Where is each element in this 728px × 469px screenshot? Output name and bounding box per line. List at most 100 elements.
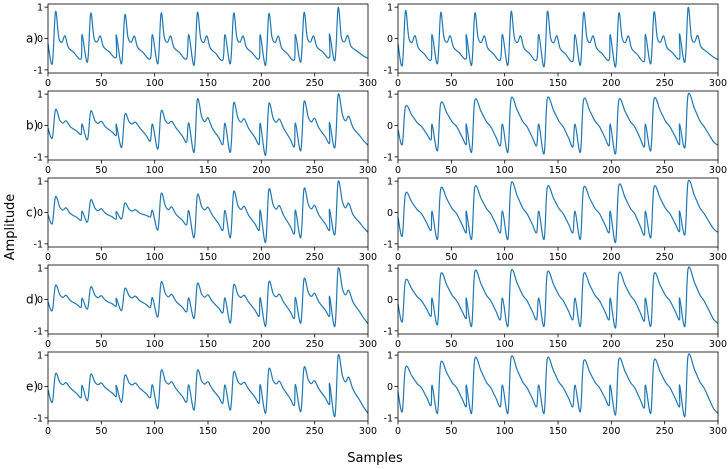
x-tick-label: 200 [252,339,270,350]
x-tick-label: 250 [656,426,674,437]
y-tick-label: 1 [37,3,43,14]
x-tick-label: 150 [199,165,217,176]
x-tick-label: 300 [359,165,377,176]
x-tick-label: 0 [395,339,401,350]
x-tick-label: 0 [395,252,401,263]
x-tick-label: 100 [496,426,514,437]
x-tick-label: 250 [656,252,674,263]
y-tick-label: 1 [387,3,393,14]
y-tick-label: 0 [37,121,43,132]
x-tick-label: 0 [45,78,51,89]
x-tick-label: 0 [45,426,51,437]
y-tick-label: -1 [384,326,393,337]
series-line [47,353,369,417]
row-label: d) [26,293,38,307]
y-tick-label: 0 [37,34,43,45]
x-tick-label: 150 [199,252,217,263]
x-tick-label: 150 [549,165,567,176]
x-tick-label: 50 [95,78,107,89]
x-axis-label: Samples [347,451,403,466]
x-tick-label: 300 [359,339,377,350]
y-axis-label: Amplitude [3,194,18,261]
series-line [397,266,719,329]
x-tick-label: 250 [306,165,324,176]
y-tick-label: 0 [37,382,43,393]
row-label: a) [26,32,38,46]
series-line [47,93,369,156]
y-tick-label: 1 [387,177,393,188]
x-tick-label: 100 [496,252,514,263]
x-tick-label: 300 [709,252,727,263]
x-tick-label: 100 [146,165,164,176]
x-tick-label: 250 [656,339,674,350]
axes-frame [397,264,719,335]
x-tick-label: 300 [359,252,377,263]
axes-frame [47,264,369,335]
row-label: e) [26,380,38,394]
x-tick-label: 100 [496,339,514,350]
x-tick-label: 50 [95,339,107,350]
x-tick-label: 300 [709,78,727,89]
x-tick-label: 200 [602,339,620,350]
x-tick-label: 0 [395,78,401,89]
y-tick-label: 0 [387,295,393,306]
x-tick-label: 250 [306,252,324,263]
axes-frame [397,351,719,422]
y-tick-label: -1 [34,413,43,424]
x-tick-label: 0 [45,339,51,350]
x-tick-label: 150 [199,339,217,350]
axes-frame [47,351,369,422]
x-tick-label: 50 [95,165,107,176]
x-tick-label: 250 [306,426,324,437]
y-tick-label: 0 [387,208,393,219]
x-tick-label: 50 [445,78,457,89]
series-line [397,179,719,243]
x-tick-label: 200 [252,426,270,437]
x-tick-label: 50 [445,165,457,176]
y-tick-label: 1 [387,264,393,275]
y-tick-label: 1 [37,264,43,275]
x-tick-label: 100 [146,339,164,350]
x-tick-label: 100 [146,252,164,263]
x-tick-label: 100 [496,165,514,176]
x-tick-label: 300 [709,339,727,350]
x-tick-label: 100 [146,426,164,437]
y-tick-label: 1 [37,90,43,101]
x-tick-label: 250 [656,165,674,176]
y-tick-label: -1 [34,152,43,163]
x-tick-label: 250 [306,339,324,350]
x-tick-label: 50 [95,426,107,437]
x-tick-label: 300 [709,426,727,437]
x-tick-label: 250 [306,78,324,89]
y-tick-label: -1 [384,65,393,76]
x-tick-label: 50 [95,252,107,263]
y-tick-label: 1 [37,177,43,188]
x-tick-label: 200 [252,252,270,263]
x-tick-label: 200 [602,252,620,263]
x-tick-label: 50 [445,426,457,437]
y-tick-label: 1 [387,90,393,101]
y-tick-label: 1 [37,351,43,362]
series-line [397,92,719,155]
y-tick-label: -1 [384,413,393,424]
x-tick-label: 150 [199,78,217,89]
y-tick-label: -1 [34,326,43,337]
y-tick-label: -1 [34,239,43,250]
y-tick-label: -1 [34,65,43,76]
series-line [397,7,719,68]
axes-frame [47,177,369,248]
x-tick-label: 150 [549,426,567,437]
y-tick-label: 0 [387,34,393,45]
row-label: b) [26,119,38,133]
axes-frame [397,90,719,161]
